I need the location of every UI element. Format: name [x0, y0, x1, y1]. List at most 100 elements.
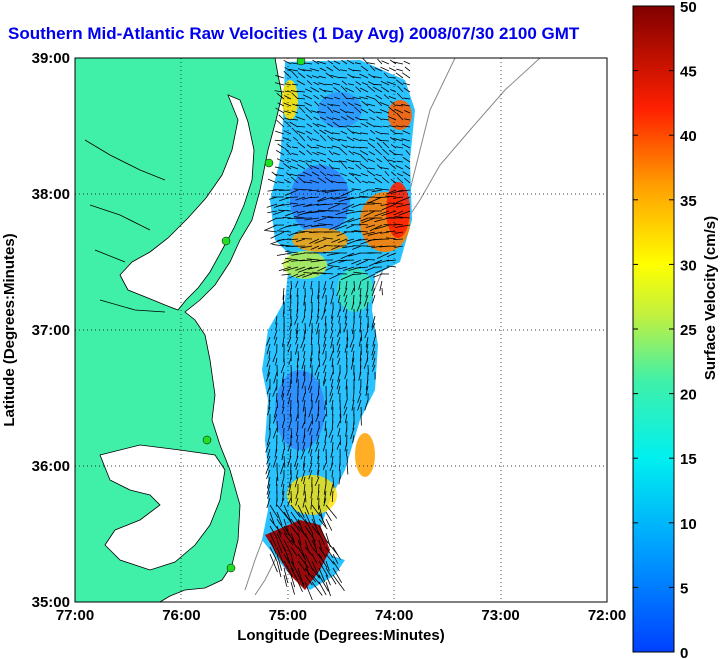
radar-station — [226, 563, 236, 573]
velocity-arrow — [281, 392, 285, 401]
velocity-arrow — [340, 116, 348, 121]
velocity-arrow — [330, 448, 334, 458]
velocity-arrow — [402, 156, 411, 163]
velocity-arrow — [345, 209, 355, 212]
velocity-arrow — [351, 322, 355, 334]
velocity-arrow — [281, 420, 285, 429]
velocity-arrow — [295, 371, 299, 383]
velocity-arrow — [391, 171, 397, 177]
velocity-arrow — [273, 336, 278, 346]
velocity-arrow — [303, 483, 306, 496]
velocity-arrow — [281, 448, 285, 461]
velocity-arrow — [290, 546, 298, 557]
velocity-arrow — [401, 143, 411, 149]
velocity-arrow — [369, 224, 383, 232]
velocity-arrow — [311, 75, 320, 79]
velocity-arrow — [337, 294, 341, 304]
velocity-arrow — [331, 180, 341, 184]
velocity-arrow — [329, 483, 334, 496]
velocity-arrow — [375, 94, 383, 100]
velocity-arrow — [268, 420, 271, 430]
velocity-arrow — [317, 301, 320, 312]
velocity-arrow — [277, 143, 285, 149]
velocity-arrow — [305, 106, 313, 114]
velocity-arrow — [329, 392, 334, 403]
velocity-arrow — [290, 518, 301, 533]
velocity-arrow — [359, 287, 362, 297]
velocity-arrow — [337, 357, 341, 365]
velocity-arrow — [311, 560, 320, 578]
velocity-arrow — [323, 301, 327, 313]
velocity-arrow — [291, 127, 299, 135]
velocity-arrow — [310, 245, 320, 250]
velocity-arrow — [366, 170, 376, 177]
velocity-arrow — [345, 350, 348, 360]
velocity-arrow — [347, 166, 355, 170]
velocity-arrow — [383, 72, 390, 79]
velocity-arrow — [356, 301, 362, 312]
velocity-arrow — [348, 83, 355, 86]
velocity-arrow — [294, 231, 306, 234]
velocity-arrow — [346, 462, 349, 475]
velocity-arrow — [365, 385, 369, 396]
velocity-arrow — [333, 174, 341, 177]
velocity-arrow — [361, 180, 369, 184]
velocity-arrow — [267, 364, 271, 377]
velocity-arrow — [340, 126, 348, 128]
velocity-arrow — [374, 148, 383, 156]
velocity-arrow — [379, 167, 390, 170]
velocity-arrow — [322, 413, 327, 423]
velocity-arrow — [332, 343, 335, 353]
velocity-arrow — [374, 67, 383, 72]
velocity-arrow — [301, 469, 306, 482]
velocity-arrow — [323, 244, 334, 247]
velocity-arrow — [304, 406, 307, 417]
velocity-arrow — [280, 364, 285, 374]
velocity-arrow — [284, 83, 292, 86]
velocity-arrow — [317, 177, 327, 184]
velocity-arrow — [269, 504, 279, 519]
velocity-arrow — [327, 216, 341, 219]
velocity-arrow — [330, 245, 341, 251]
velocity-arrow — [390, 189, 404, 195]
velocity-arrow — [327, 157, 334, 163]
velocity-arrow — [276, 93, 285, 100]
velocity-arrow — [368, 138, 376, 142]
velocity-arrow — [276, 469, 279, 481]
velocity-arrow — [311, 224, 327, 227]
velocity-arrow — [380, 203, 390, 207]
velocity-arrow — [317, 448, 320, 459]
grid-lines — [75, 58, 607, 602]
velocity-arrow — [361, 273, 376, 281]
velocity-arrow — [310, 165, 320, 170]
velocity-arrow — [266, 448, 271, 459]
velocity-arrow — [365, 336, 369, 348]
velocity-arrow — [359, 322, 362, 333]
velocity-arrow — [302, 94, 313, 100]
velocity-arrow — [401, 138, 411, 142]
velocity-arrow — [268, 196, 278, 200]
velocity-arrow — [272, 427, 278, 439]
velocity-arrow — [266, 385, 271, 395]
velocity-arrow — [325, 574, 331, 586]
velocity-arrow — [360, 329, 363, 341]
velocity-arrow — [310, 210, 327, 214]
velocity-arrow — [277, 102, 285, 107]
velocity-arrow — [295, 266, 306, 271]
velocity-arrow — [405, 149, 411, 156]
velocity-arrow — [316, 144, 327, 149]
velocity-arrow — [265, 371, 271, 382]
velocity-arrow — [344, 308, 348, 319]
velocity-arrow — [298, 150, 306, 156]
velocity-arrow — [280, 476, 285, 487]
velocity-arrow — [366, 308, 369, 318]
velocity-arrow — [395, 79, 404, 86]
velocity-arrow — [386, 259, 397, 262]
radar-station — [264, 158, 274, 168]
velocity-arrow — [296, 104, 306, 107]
velocity-arrow — [371, 245, 383, 249]
velocity-arrow — [323, 329, 327, 339]
velocity-arrow — [361, 58, 369, 65]
velocity-arrow — [371, 343, 376, 356]
velocity-arrow — [305, 160, 313, 163]
